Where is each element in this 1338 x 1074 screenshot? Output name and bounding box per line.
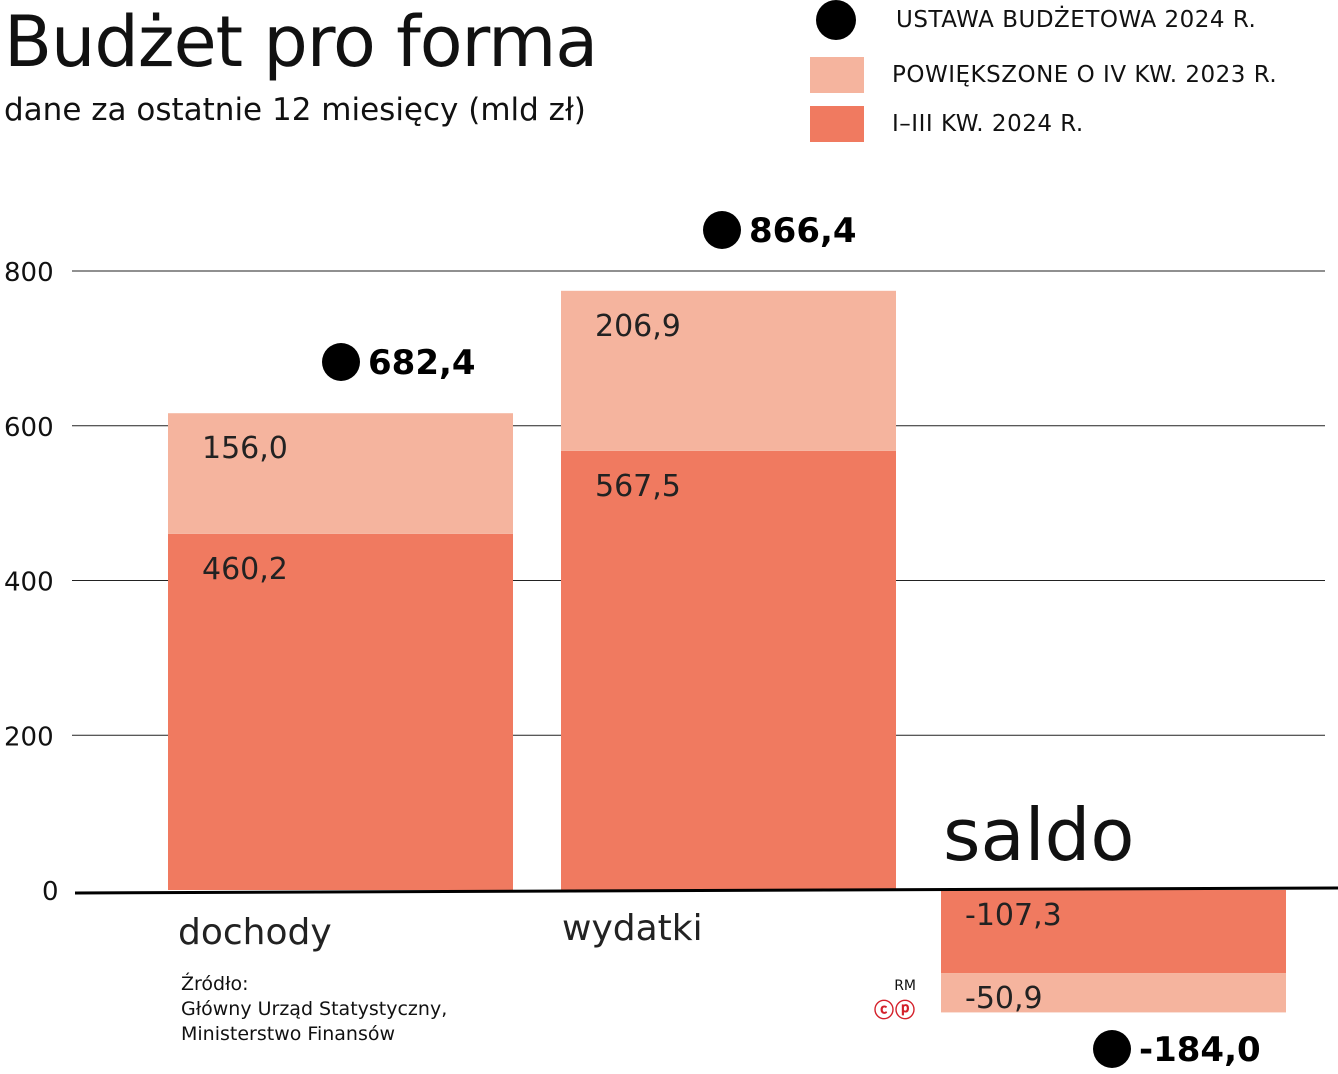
y-tick-label: 800 (4, 258, 54, 288)
budget-marker (1093, 1030, 1131, 1068)
credit: RM ⓒⓟ (874, 978, 916, 1023)
copyright-icon: ⓒⓟ (874, 998, 916, 1022)
data-label: -107,3 (965, 898, 1062, 933)
legend-swatch (810, 106, 864, 142)
legend-item-q1-q3-2024: I–III KW. 2024 R. (810, 106, 1084, 142)
bar-segment (561, 450, 896, 890)
data-label: 567,5 (595, 469, 681, 504)
marker-label: -184,0 (1139, 1030, 1261, 1070)
bar-segment (561, 290, 896, 451)
data-label: -50,9 (965, 981, 1043, 1016)
category-label: dochody (178, 912, 332, 953)
legend-item-q4-2023: POWIĘKSZONE O IV KW. 2023 R. (810, 57, 1277, 93)
legend-label: POWIĘKSZONE O IV KW. 2023 R. (892, 62, 1278, 88)
source-line: Główny Urząd Statystyczny, (181, 998, 448, 1020)
y-tick-label: 400 (4, 568, 54, 598)
y-tick-label: 200 (4, 722, 54, 752)
source-note: Źródło: Główny Urząd Statystyczny, Minis… (181, 972, 447, 1047)
zero-axis-line (74, 886, 1338, 895)
budget-marker (703, 211, 741, 249)
bar-segment (941, 973, 1286, 1013)
y-tick-label: 600 (4, 413, 54, 443)
category-label: wydatki (562, 908, 703, 949)
y-tick-label: 0 (42, 877, 59, 907)
source-heading: Źródło: (181, 973, 249, 995)
category-label: saldo (943, 793, 1134, 877)
chart-subtitle: dane za ostatnie 12 miesięcy (mld zł) (4, 92, 586, 128)
budget-marker (322, 342, 360, 381)
marker-label: 866,4 (749, 211, 857, 251)
legend-swatch (810, 57, 864, 93)
data-label: 460,2 (202, 552, 288, 587)
legend-label: USTAWA BUDŻETOWA 2024 R. (896, 7, 1257, 33)
bar-segment (168, 533, 513, 890)
bar-segment (941, 890, 1286, 974)
legend-dot-icon (816, 0, 856, 40)
bar-segment (168, 413, 513, 534)
marker-label: 682,4 (368, 343, 476, 383)
data-label: 156,0 (202, 431, 288, 466)
credit-initials: RM (894, 978, 916, 994)
data-label: 206,9 (595, 309, 681, 344)
source-line: Ministerstwo Finansów (181, 1023, 396, 1045)
chart-title: Budżet pro forma (4, 1, 598, 83)
legend-label: I–III KW. 2024 R. (892, 111, 1084, 137)
legend-item-budget: USTAWA BUDŻETOWA 2024 R. (810, 0, 1256, 40)
